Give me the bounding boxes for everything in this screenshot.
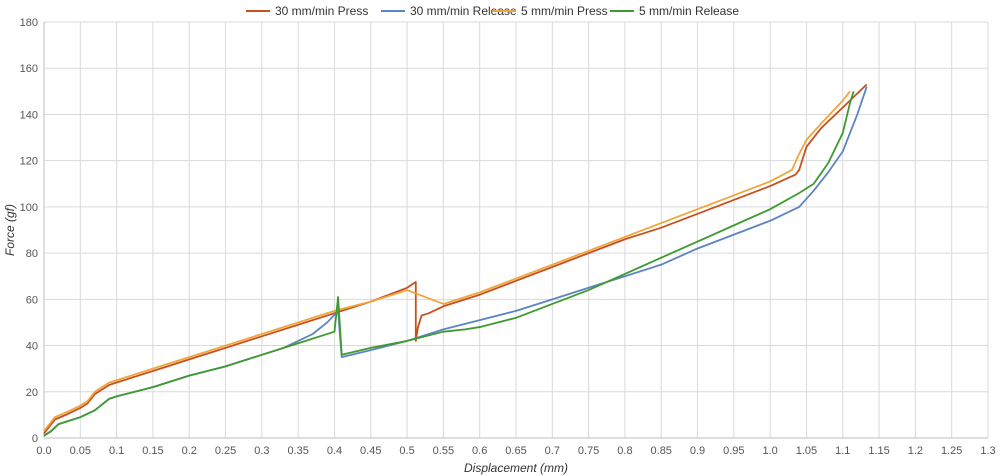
x-tick-label: 0.3 <box>254 445 269 457</box>
x-tick-label: 0.45 <box>360 445 381 457</box>
legend-label: 30 mm/min Press <box>275 4 368 18</box>
x-tick-label: 0.6 <box>472 445 487 457</box>
y-tick-label: 160 <box>20 63 38 75</box>
y-tick-label: 80 <box>26 248 38 260</box>
y-tick-label: 60 <box>26 294 38 306</box>
x-tick-label: 0.0 <box>36 445 51 457</box>
y-tick-label: 120 <box>20 156 38 168</box>
legend-label: 5 mm/min Release <box>639 4 739 18</box>
x-tick-label: 1.25 <box>941 445 962 457</box>
x-tick-label: 0.7 <box>545 445 560 457</box>
legend: 30 mm/min Press 30 mm/min Release 5 mm/min… <box>246 4 739 18</box>
y-tick-label: 140 <box>20 109 38 121</box>
x-tick-label: 0.75 <box>578 445 599 457</box>
y-tick-label: 100 <box>20 202 38 214</box>
x-tick-label: 0.15 <box>142 445 163 457</box>
axes: 0.0 0.05 0.1 0.15 0.2 0.25 0.3 0.35 0.4 0.45 0.5 0.… <box>20 17 996 457</box>
y-tick-label: 20 <box>26 387 38 399</box>
x-tick-label: 0.4 <box>327 445 342 457</box>
y-tick-label: 0 <box>32 433 38 445</box>
x-tick-label: 0.2 <box>182 445 197 457</box>
x-tick-label: 0.25 <box>215 445 236 457</box>
x-tick-label: 0.65 <box>505 445 526 457</box>
legend-label: 5 mm/min Press <box>521 4 608 18</box>
x-tick-label: 0.8 <box>617 445 632 457</box>
x-tick-label: 0.9 <box>690 445 705 457</box>
y-tick-label: 180 <box>20 17 38 29</box>
x-tick-label: 1.05 <box>796 445 817 457</box>
x-tick-label: 1.0 <box>763 445 778 457</box>
y-tick-label: 40 <box>26 341 38 353</box>
x-tick-label: 1.1 <box>835 445 850 457</box>
series-lines <box>43 83 868 437</box>
x-tick-label: 0.55 <box>433 445 454 457</box>
x-tick-label: 1.15 <box>868 445 889 457</box>
x-tick-label: 0.05 <box>70 445 91 457</box>
x-tick-label: 1.3 <box>980 445 995 457</box>
series-line-4 <box>43 91 855 437</box>
series-line-1 <box>43 83 868 434</box>
x-tick-label: 0.35 <box>287 445 308 457</box>
x-tick-label: 0.95 <box>723 445 744 457</box>
legend-label: 30 mm/min Release <box>410 4 517 18</box>
x-axis-title: Displacement (mm) <box>464 461 568 475</box>
x-tick-label: 1.2 <box>908 445 923 457</box>
x-tick-label: 0.85 <box>651 445 672 457</box>
grid-lines <box>43 21 989 439</box>
x-tick-label: 0.5 <box>399 445 414 457</box>
series-line-3 <box>43 90 851 432</box>
x-tick-label: 0.1 <box>109 445 124 457</box>
y-axis-title: Force (gf) <box>3 204 17 256</box>
